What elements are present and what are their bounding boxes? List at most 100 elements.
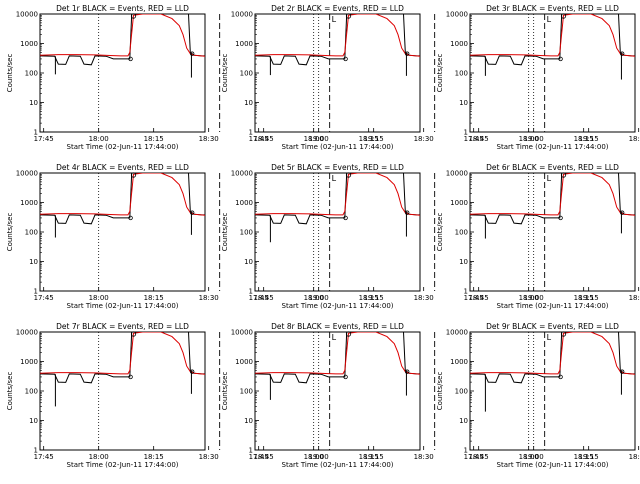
x-axis-label: Start Time (02-Jun-11 17:44:00)	[67, 143, 179, 151]
l-marker: L	[547, 333, 552, 342]
y-tick-label: 10	[244, 99, 253, 107]
event-marker	[189, 51, 195, 56]
plot-frame	[469, 331, 636, 451]
x-tick-label: 18:30	[629, 135, 640, 143]
panel-title: Det 8r BLACK = Events, RED = LLD	[271, 322, 404, 331]
y-tick-label: 10	[459, 99, 468, 107]
series-lld	[470, 173, 635, 216]
x-axis-label: Start Time (02-Jun-11 17:44:00)	[497, 143, 609, 151]
event-marker	[560, 331, 567, 337]
y-tick-label: 1000	[235, 199, 253, 207]
y-tick-label: 100	[25, 229, 38, 237]
l-marker: L	[332, 333, 337, 342]
y-tick-label: 1000	[20, 199, 38, 207]
y-tick-label: 1000	[235, 40, 253, 48]
y-tick-label: 100	[240, 388, 253, 396]
series-events	[255, 14, 420, 66]
x-tick-label: 18:30	[629, 294, 640, 302]
x-tick-label: 17:45	[34, 453, 54, 461]
x-tick-label: 18:45	[254, 294, 274, 302]
event-marker	[128, 215, 133, 221]
x-tick-label: 18:45	[469, 294, 489, 302]
x-tick-label: 18:30	[199, 135, 219, 143]
event-marker	[619, 51, 625, 56]
y-tick-label: 1	[249, 129, 253, 137]
x-tick-label: 19:00	[309, 135, 329, 143]
event-marker	[558, 56, 563, 62]
x-tick-label: 17:45	[249, 453, 269, 461]
x-tick-label: 18:15	[359, 135, 379, 143]
panel-title: Det 4r BLACK = Events, RED = LLD	[56, 163, 189, 172]
x-tick-label: 17:45	[464, 135, 484, 143]
x-tick-label: 18:15	[574, 453, 594, 461]
event-marker	[343, 56, 348, 62]
x-tick-label: 18:30	[414, 294, 434, 302]
plot-frame	[39, 331, 206, 451]
y-tick-label: 10000	[446, 11, 468, 19]
x-tick-label: 18:15	[359, 453, 379, 461]
panel-7: Det 7r BLACK = Events, RED = LLD 1 10 100 10…	[6, 322, 384, 469]
y-axis-label: Counts/sec	[221, 54, 229, 93]
event-marker	[345, 172, 352, 178]
series-events	[470, 14, 635, 66]
series-events	[40, 332, 205, 384]
x-tick-label: 18:15	[144, 135, 164, 143]
x-axis-label: Start Time (02-Jun-11 17:44:00)	[282, 302, 394, 310]
y-tick-label: 10000	[231, 11, 253, 19]
x-tick-label: 18:15	[574, 294, 594, 302]
x-tick-label: 19:00	[309, 453, 329, 461]
panel-title: Det 9r BLACK = Events, RED = LLD	[486, 322, 619, 331]
y-tick-label: 10000	[446, 329, 468, 337]
panel-title: Det 5r BLACK = Events, RED = LLD	[271, 163, 404, 172]
panel-title: Det 6r BLACK = Events, RED = LLD	[486, 163, 619, 172]
series-lld	[470, 14, 635, 57]
y-tick-label: 10000	[16, 170, 38, 178]
x-tick-label: 18:30	[629, 453, 640, 461]
l-marker: L	[332, 15, 337, 24]
y-tick-label: 100	[455, 388, 468, 396]
x-tick-label: 17:45	[34, 294, 54, 302]
y-axis-label: Counts/sec	[436, 54, 444, 93]
y-tick-label: 100	[25, 70, 38, 78]
x-tick-label: 17:45	[249, 135, 269, 143]
series-events	[470, 173, 635, 225]
series-lld	[255, 332, 420, 375]
plot-frame	[469, 13, 636, 133]
y-axis-label: Counts/sec	[221, 213, 229, 252]
event-marker	[130, 13, 137, 19]
x-tick-label: 18:30	[414, 453, 434, 461]
series-events	[40, 14, 205, 66]
x-axis-label: Start Time (02-Jun-11 17:44:00)	[67, 302, 179, 310]
series-lld	[40, 332, 205, 375]
x-tick-label: 18:45	[469, 135, 489, 143]
panel-9: Det 9r BLACK = Events, RED = LLD 1 10 100 10…	[436, 322, 640, 469]
event-marker	[343, 215, 348, 221]
x-tick-label: 18:00	[519, 453, 539, 461]
event-marker	[404, 210, 410, 215]
x-tick-label: 18:15	[359, 294, 379, 302]
x-tick-label: 17:45	[34, 135, 54, 143]
x-tick-label: 18:00	[519, 294, 539, 302]
panel-1: Det 1r BLACK = Events, RED = LLD 1 10 100 10…	[6, 4, 384, 151]
event-marker	[130, 172, 137, 178]
x-tick-label: 18:00	[89, 135, 109, 143]
y-tick-label: 100	[240, 70, 253, 78]
y-tick-label: 1	[464, 447, 468, 455]
panel-title: Det 7r BLACK = Events, RED = LLD	[56, 322, 189, 331]
l-marker: L	[547, 15, 552, 24]
panel-8: Det 8r BLACK = Events, RED = LLD 1 10 100 10…	[221, 322, 599, 469]
event-marker	[343, 374, 348, 380]
y-tick-label: 1	[249, 288, 253, 296]
series-lld	[40, 14, 205, 57]
x-tick-label: 18:45	[469, 453, 489, 461]
x-tick-label: 19:00	[524, 294, 544, 302]
panel-5: Det 5r BLACK = Events, RED = LLD 1 10 100 10…	[221, 163, 599, 310]
y-tick-label: 10	[459, 417, 468, 425]
y-axis-label: Counts/sec	[436, 372, 444, 411]
x-tick-label: 18:00	[304, 453, 324, 461]
y-tick-label: 1000	[450, 199, 468, 207]
event-marker	[560, 13, 567, 19]
y-tick-label: 10	[29, 99, 38, 107]
plot-frame	[469, 172, 636, 292]
